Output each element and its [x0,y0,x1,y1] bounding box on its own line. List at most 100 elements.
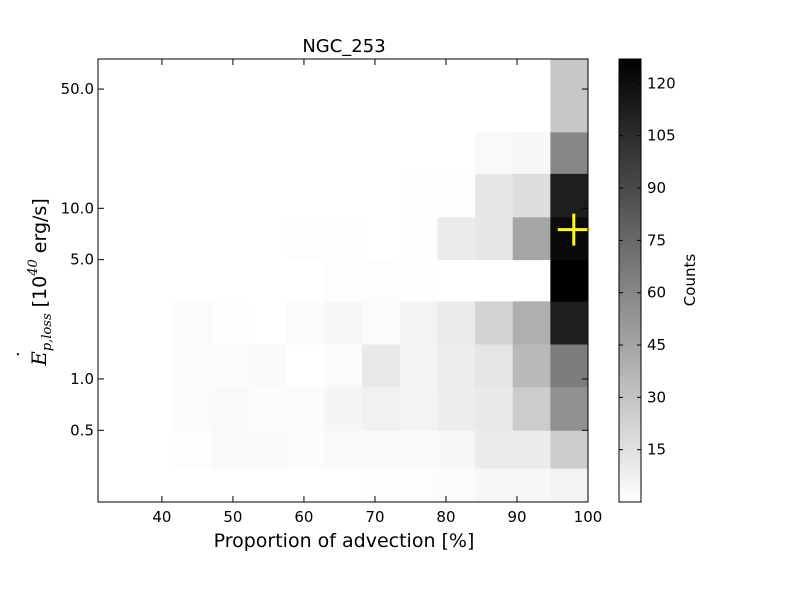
heatmap-cell [437,386,476,431]
heatmap-cell [324,259,363,302]
heatmap-cell [512,344,551,388]
heatmap-cell [399,386,438,431]
colorbar [618,58,642,503]
heatmap-cell [324,344,363,388]
heatmap-cell [362,301,401,345]
heatmap-cell [550,344,589,388]
colorbar-tick-label: 105 [647,127,676,145]
colorbar-tick-label: 60 [647,284,666,302]
heatmap-cell [210,386,249,431]
heatmap-cell [512,430,551,469]
heatmap-cell [362,430,401,469]
heatmap-cell [475,468,514,503]
colorbar-ticks: 15 30 45 60 75 90 105 120 [619,74,676,459]
heatmap-cell [362,386,401,431]
heatmap-cell [512,386,551,431]
heatmap-cell [550,216,589,261]
plot-frame [97,58,589,503]
colorbar-tick-label: 120 [647,74,676,92]
heatmap-cell [286,301,325,345]
heatmap-cell [550,386,589,431]
heatmap-cell [512,173,551,218]
x-axis-ticks: 40 50 60 70 80 90 100 [152,59,602,526]
x-axis-label: Proportion of advection [%] [214,530,475,552]
heatmap-cell [324,430,363,469]
x-tick-label: 70 [365,508,384,526]
heatmap-cell [324,301,363,345]
colorbar-tick-label: 75 [647,231,666,249]
heatmap-cell [475,216,514,261]
colorbar-tick-label: 15 [647,441,666,459]
heatmap-cell [362,259,401,302]
heatmap-cell [324,386,363,431]
chart-title: NGC_253 [302,36,385,57]
y-tick-label: 50.0 [61,80,94,98]
y-tick-label: 1.0 [70,370,94,388]
heatmap-cell [173,386,212,431]
colorbar-label: Counts [681,254,699,307]
heatmap-cell [550,468,589,503]
heatmap-cell [437,468,476,503]
heatmap-cell [437,301,476,345]
heatmap-cell [399,173,438,218]
heatmap-cell [437,173,476,218]
x-tick-label: 50 [223,508,242,526]
y-axis-ticks: 0.5 1.0 5.0 10.0 50.0 [61,80,588,439]
heatmap-cell [248,430,287,469]
heatmap-cell [399,301,438,345]
heatmap-cell [173,430,212,469]
heatmap-cell [210,301,249,345]
heatmap-cell [286,386,325,431]
y-label-bracket: [10 [29,276,51,308]
heatmap-cell [324,216,363,261]
heatmap-cell [248,344,287,388]
heatmap-cell [550,259,589,302]
heatmap-cell [399,216,438,261]
heatmap-cell [437,344,476,388]
colorbar-tick-label: 45 [647,336,666,354]
heatmap-cell [399,430,438,469]
heatmap-cell [475,173,514,218]
marker-layer [557,213,590,246]
heatmap-cell [248,386,287,431]
x-tick-label: 100 [574,508,603,526]
y-label-exponent: 40 [26,259,41,277]
heatmap-cell [550,430,589,469]
heatmap-cell [399,468,438,503]
heatmap-cell [475,301,514,345]
x-tick-label: 60 [294,508,313,526]
heatmap-cell [475,430,514,469]
heatmap-cell [512,132,551,174]
x-tick-label: 90 [507,508,526,526]
heatmap-cell [362,344,401,388]
heatmap-cell [399,344,438,388]
heatmap-cell [210,430,249,469]
colorbar-tick-label: 90 [647,179,666,197]
heatmap-cell [362,468,401,503]
y-tick-label: 10.0 [61,199,94,217]
heatmap-cell [475,132,514,174]
heatmap-cell [550,132,589,174]
y-label-dot: ˙ [13,351,37,361]
heatmap-cell [286,216,325,261]
y-label-unit: erg/s] [29,198,51,259]
heatmap-cell [512,216,551,261]
x-tick-label: 80 [436,508,455,526]
colorbar-tick-label: 30 [647,388,666,406]
heatmap-cell [550,173,589,218]
heatmap-cell [475,386,514,431]
x-tick-label: 40 [152,508,171,526]
heatmap-cell [437,430,476,469]
heatmap-cell [437,216,476,261]
heatmap-cell [512,468,551,503]
y-tick-label: 0.5 [70,421,94,439]
heatmap-cell [173,344,212,388]
y-label-subscript: p,loss [40,313,55,351]
heatmap-cell [399,259,438,302]
y-label-symbol: E [27,351,51,367]
heatmap-cell [550,301,589,345]
heatmap-cell [512,301,551,345]
heatmap-cell [475,344,514,388]
heatmap-cells [173,59,589,503]
